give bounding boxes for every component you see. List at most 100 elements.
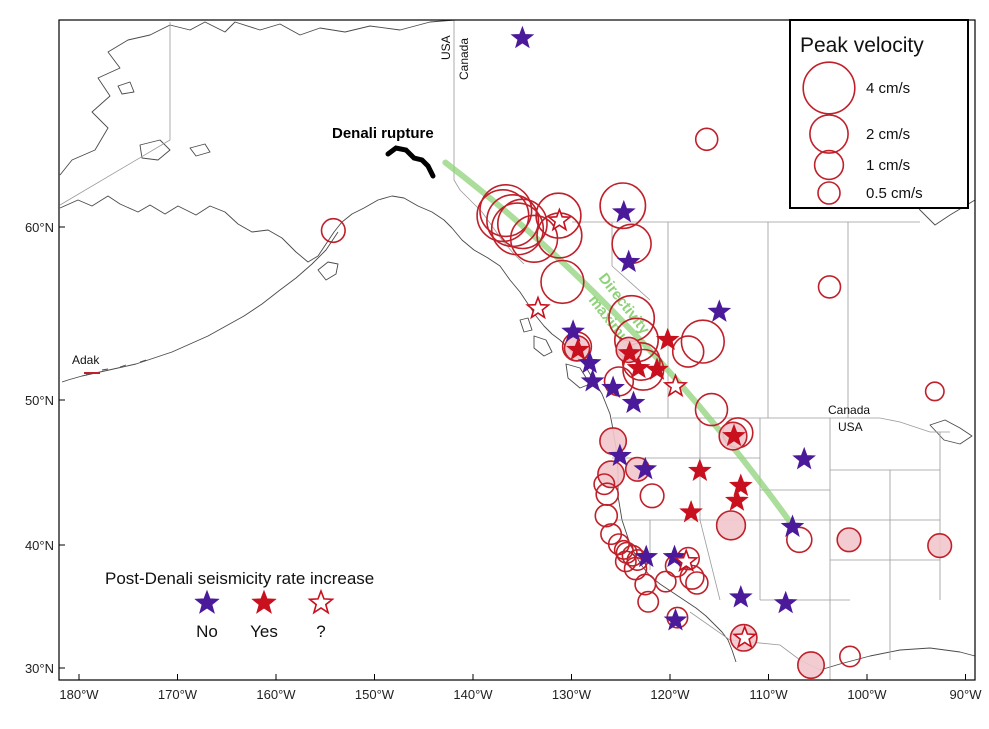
legend-star-items: No Yes? [194,588,335,641]
seismicity-stars [510,25,816,649]
x-tick-label-3: 150°W [355,687,395,702]
velocity-circle-49 [796,651,825,680]
velocity-circle-38 [637,590,660,613]
velocity-circle-4 [497,198,548,250]
velocity-circle-44 [715,510,747,541]
alaska-canada-border [453,20,525,265]
canada-label-south: Canada [828,403,870,417]
y-tick-label-0: 60°N [25,220,54,235]
legend-circle-0 [802,61,856,115]
x-tick-label-5: 130°W [552,687,592,702]
seismicity-star-no-8 [621,390,646,414]
great-lakes [929,419,973,445]
seismicity-star-no-3 [707,299,732,322]
alaska-meridian-grid [59,22,171,206]
seismicity-star-no-4 [561,319,585,342]
latitude-axis: 60°N 50°N 40°N 30°N [25,220,65,676]
legend-circle-label-3: 0.5 cm/s [866,185,923,202]
x-tick-label-6: 120°W [650,687,690,702]
seismicity-star-no-1 [611,199,636,223]
seismicity-star-no-15 [728,584,753,608]
seismicity-star-yes-24 [688,458,712,481]
denali-rupture-label: Denali rupture [332,125,434,142]
seismicity-star-no-5 [577,350,602,374]
legend-circle-3 [817,181,841,205]
seismicity-star-yes-20 [626,355,651,379]
legend-star-yes [251,589,277,614]
velocity-circle-24 [924,381,945,402]
gulf-of-mexico-coast [819,647,976,671]
velocity-circle-28 [639,483,665,509]
x-tick-label-9: 90°W [950,687,983,702]
legend-star-label-no: No [196,622,218,641]
velocity-circle-56 [615,541,638,564]
legend-circle-1 [809,114,849,154]
seismicity-star-yes-21 [655,327,680,351]
seismicity-star-no-16 [773,590,798,614]
map-frame [58,19,976,681]
seismicity-star-unknown-28 [546,207,573,232]
seismicity-star-no-9 [608,443,632,467]
velocity-circle-16 [671,335,705,368]
velocity-circle-22 [320,217,346,244]
legend-star-label-yes: Yes [250,622,278,641]
seismicity-star-yes-18 [617,340,642,364]
adak-label: Adak [72,353,100,367]
velocity-circle-21 [694,127,719,152]
velocity-circle-6 [535,192,582,239]
legend-circle-2 [813,149,845,181]
seismicity-legend-title: Post-Denali seismicity rate increase [105,569,374,588]
denali-rupture-trace [385,145,436,179]
legend-star-no [194,589,220,614]
peak-velocity-legend: Peak velocity 4 cm/s 2 cm/s 1 cm/s 0.5 cm/s [789,19,969,209]
velocity-circle-10 [540,259,585,305]
seismicity-star-no-0 [510,25,535,49]
x-tick-label-4: 140°W [453,687,493,702]
legend-velocity-items: 4 cm/s 2 cm/s 1 cm/s 0.5 cm/s [802,61,923,205]
longitude-axis: 180°W 170°W 160°W 150°W 140°W 130°W 120°W 110°W… [59,674,982,702]
directivity-maximum-line [442,159,795,527]
seismicity-star-unknown-29 [525,295,551,320]
seismicity-legend: Post-Denali seismicity rate increase No Y… [105,569,374,641]
velocity-circle-8 [599,182,647,230]
canada-province-borders [572,221,920,418]
seismicity-star-yes-25 [728,473,753,496]
kodiak-island [317,261,339,281]
seismicity-star-yes-23 [722,423,746,447]
usa-label-north: USA [439,35,453,60]
velocity-circle-33 [614,550,637,573]
x-tick-label-7: 110°W [749,687,788,702]
velocity-circle-47 [927,532,953,559]
x-tick-label-1: 170°W [158,687,198,702]
velocity-circle-29 [594,503,619,528]
seismicity-star-yes-27 [679,499,703,523]
velocity-circle-46 [836,527,862,553]
seismicity-star-no-14 [662,544,687,568]
velocity-circle-15 [680,319,725,364]
alaska-coastline [59,19,456,263]
velocity-circle-45 [785,526,813,554]
x-tick-label-8: 100°W [847,687,887,702]
seismicity-star-no-7 [601,375,625,399]
seismicity-star-no-10 [633,456,658,480]
seismicity-star-no-11 [792,446,816,470]
legend-star-unknown [307,588,335,615]
seismicity-star-yes-26 [725,488,749,511]
seismicity-star-no-13 [634,544,659,568]
velocity-circle-23 [817,275,842,299]
coastal-islands [519,317,591,389]
alaska-peninsula [67,231,339,381]
legend-title: Peak velocity [800,34,924,57]
aleutian-islands [61,359,147,383]
velocity-circle-26 [597,460,626,489]
arctic-islands [117,81,211,161]
seismicity-star-yes-22 [566,337,590,360]
peak-velocity-circles [320,127,953,680]
seismicity-star-no-12 [780,514,805,537]
seismicity-star-no-2 [616,249,641,273]
seismicity-star-no-6 [580,368,605,392]
seismicity-star-unknown-31 [673,548,699,573]
x-tick-label-2: 160°W [256,687,296,702]
usa-label-south: USA [838,420,863,434]
seismicity-star-unknown-32 [732,624,758,649]
